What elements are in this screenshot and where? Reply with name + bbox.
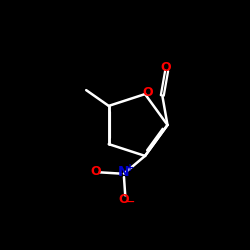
- Text: O: O: [90, 165, 101, 178]
- Text: N: N: [118, 165, 130, 179]
- Text: +: +: [126, 163, 134, 173]
- Text: O: O: [143, 86, 153, 99]
- Text: O: O: [160, 61, 171, 74]
- Text: −: −: [126, 197, 136, 207]
- Text: O: O: [119, 192, 129, 205]
